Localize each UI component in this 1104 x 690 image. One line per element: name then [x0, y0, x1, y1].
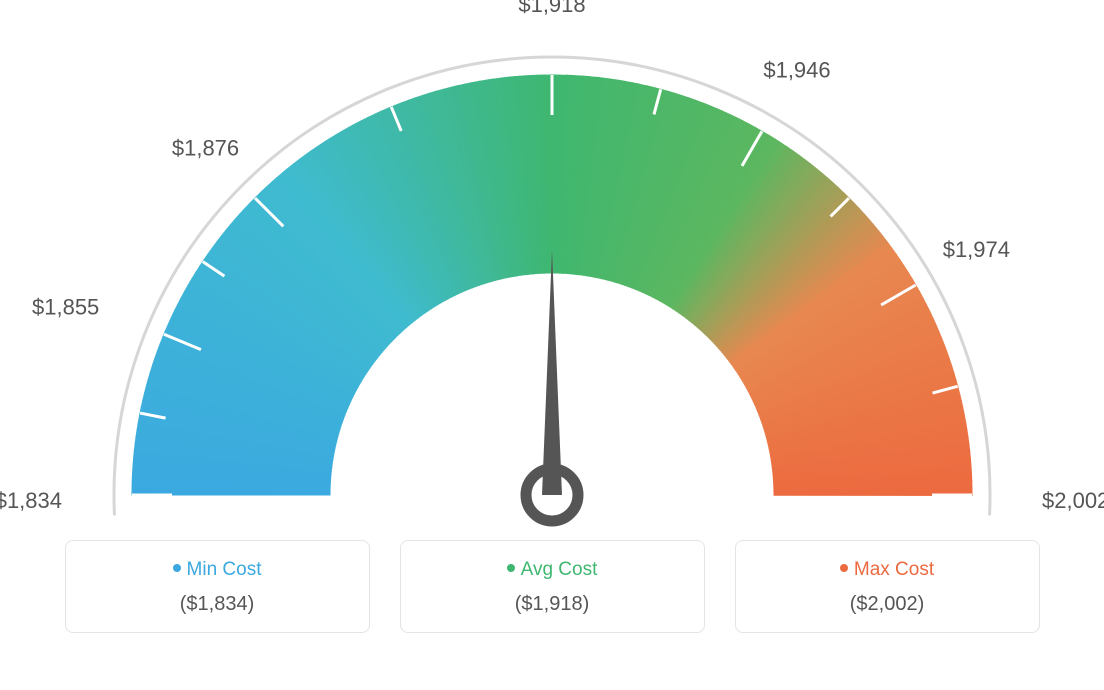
- legend-card-min: Min Cost ($1,834): [65, 540, 370, 633]
- tick-label: $1,974: [943, 237, 1010, 262]
- legend-dot-icon: [840, 564, 848, 572]
- legend-title-text: Min Cost: [187, 559, 262, 580]
- legend-dot-icon: [173, 564, 181, 572]
- legend-card-max: Max Cost ($2,002): [735, 540, 1040, 633]
- legend-row: Min Cost ($1,834) Avg Cost ($1,918) Max Cost…: [65, 540, 1040, 633]
- legend-value-avg: ($1,918): [413, 593, 692, 616]
- legend-value-min: ($1,834): [78, 593, 357, 616]
- legend-title-avg: Avg Cost: [413, 559, 692, 581]
- gauge-chart: $1,834 $1,855 $1,876 $1,918 $1,946 $1,974 $2,0…: [0, 0, 1104, 530]
- legend-value-max: ($2,002): [748, 593, 1027, 616]
- legend-dot-icon: [507, 564, 515, 572]
- gauge-needle: [542, 250, 562, 495]
- tick-label: $2,002: [1042, 488, 1104, 513]
- tick-label: $1,855: [32, 294, 99, 319]
- legend-title-min: Min Cost: [78, 559, 357, 581]
- legend-title-text: Avg Cost: [521, 559, 598, 580]
- tick-label: $1,834: [0, 488, 62, 513]
- legend-title-text: Max Cost: [854, 559, 934, 580]
- tick-label: $1,918: [518, 0, 585, 17]
- tick-label: $1,946: [763, 58, 830, 83]
- gauge-svg: $1,834 $1,855 $1,876 $1,918 $1,946 $1,974 $2,0…: [0, 0, 1104, 530]
- legend-title-max: Max Cost: [748, 559, 1027, 581]
- legend-card-avg: Avg Cost ($1,918): [400, 540, 705, 633]
- tick-label: $1,876: [172, 136, 239, 161]
